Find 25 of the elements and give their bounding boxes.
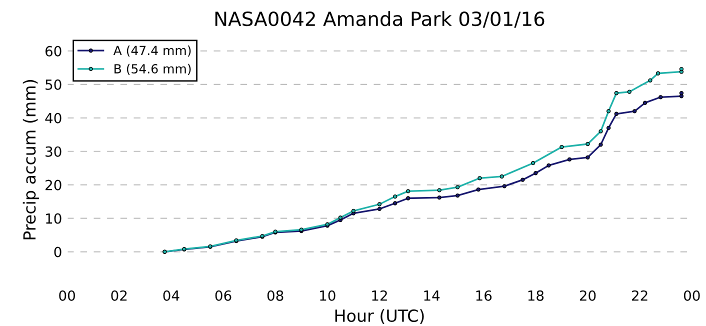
chart-title: NASA0042 Amanda Park 03/01/16 [215,11,544,28]
y-axis-title: Precip accum (mm) [22,80,39,240]
x-tick-label: 12 [372,290,387,301]
y-tick-label: 40 [45,112,62,124]
x-tick-label: 14 [424,290,440,301]
x-tick-label: 18 [528,290,544,301]
y-tick-label: 10 [46,213,62,224]
y-tick-label: 0 [54,246,62,258]
x-tick-label: 00 [684,290,700,301]
y-tick-label: 20 [46,180,62,190]
x-tick-label: 20 [580,290,596,301]
legend-label: B (54.6 mm) [114,64,191,75]
x-tick-label: 08 [267,290,284,301]
y-tick-label: 60 [46,46,62,56]
y-tick-label: 50 [46,79,62,90]
x-tick-label: 02 [111,290,127,301]
x-tick-label: 00 [59,290,75,301]
x-tick-label: 04 [163,290,180,301]
y-tick-label: 30 [46,146,62,157]
x-axis-title: Hour (UTC) [335,309,424,324]
x-tick-label: 16 [476,290,492,301]
legend-label: A (47.4 mm) [113,45,191,57]
x-tick-label: 22 [632,290,648,301]
x-tick-label: 10 [320,290,336,301]
x-tick-label: 06 [215,290,232,301]
